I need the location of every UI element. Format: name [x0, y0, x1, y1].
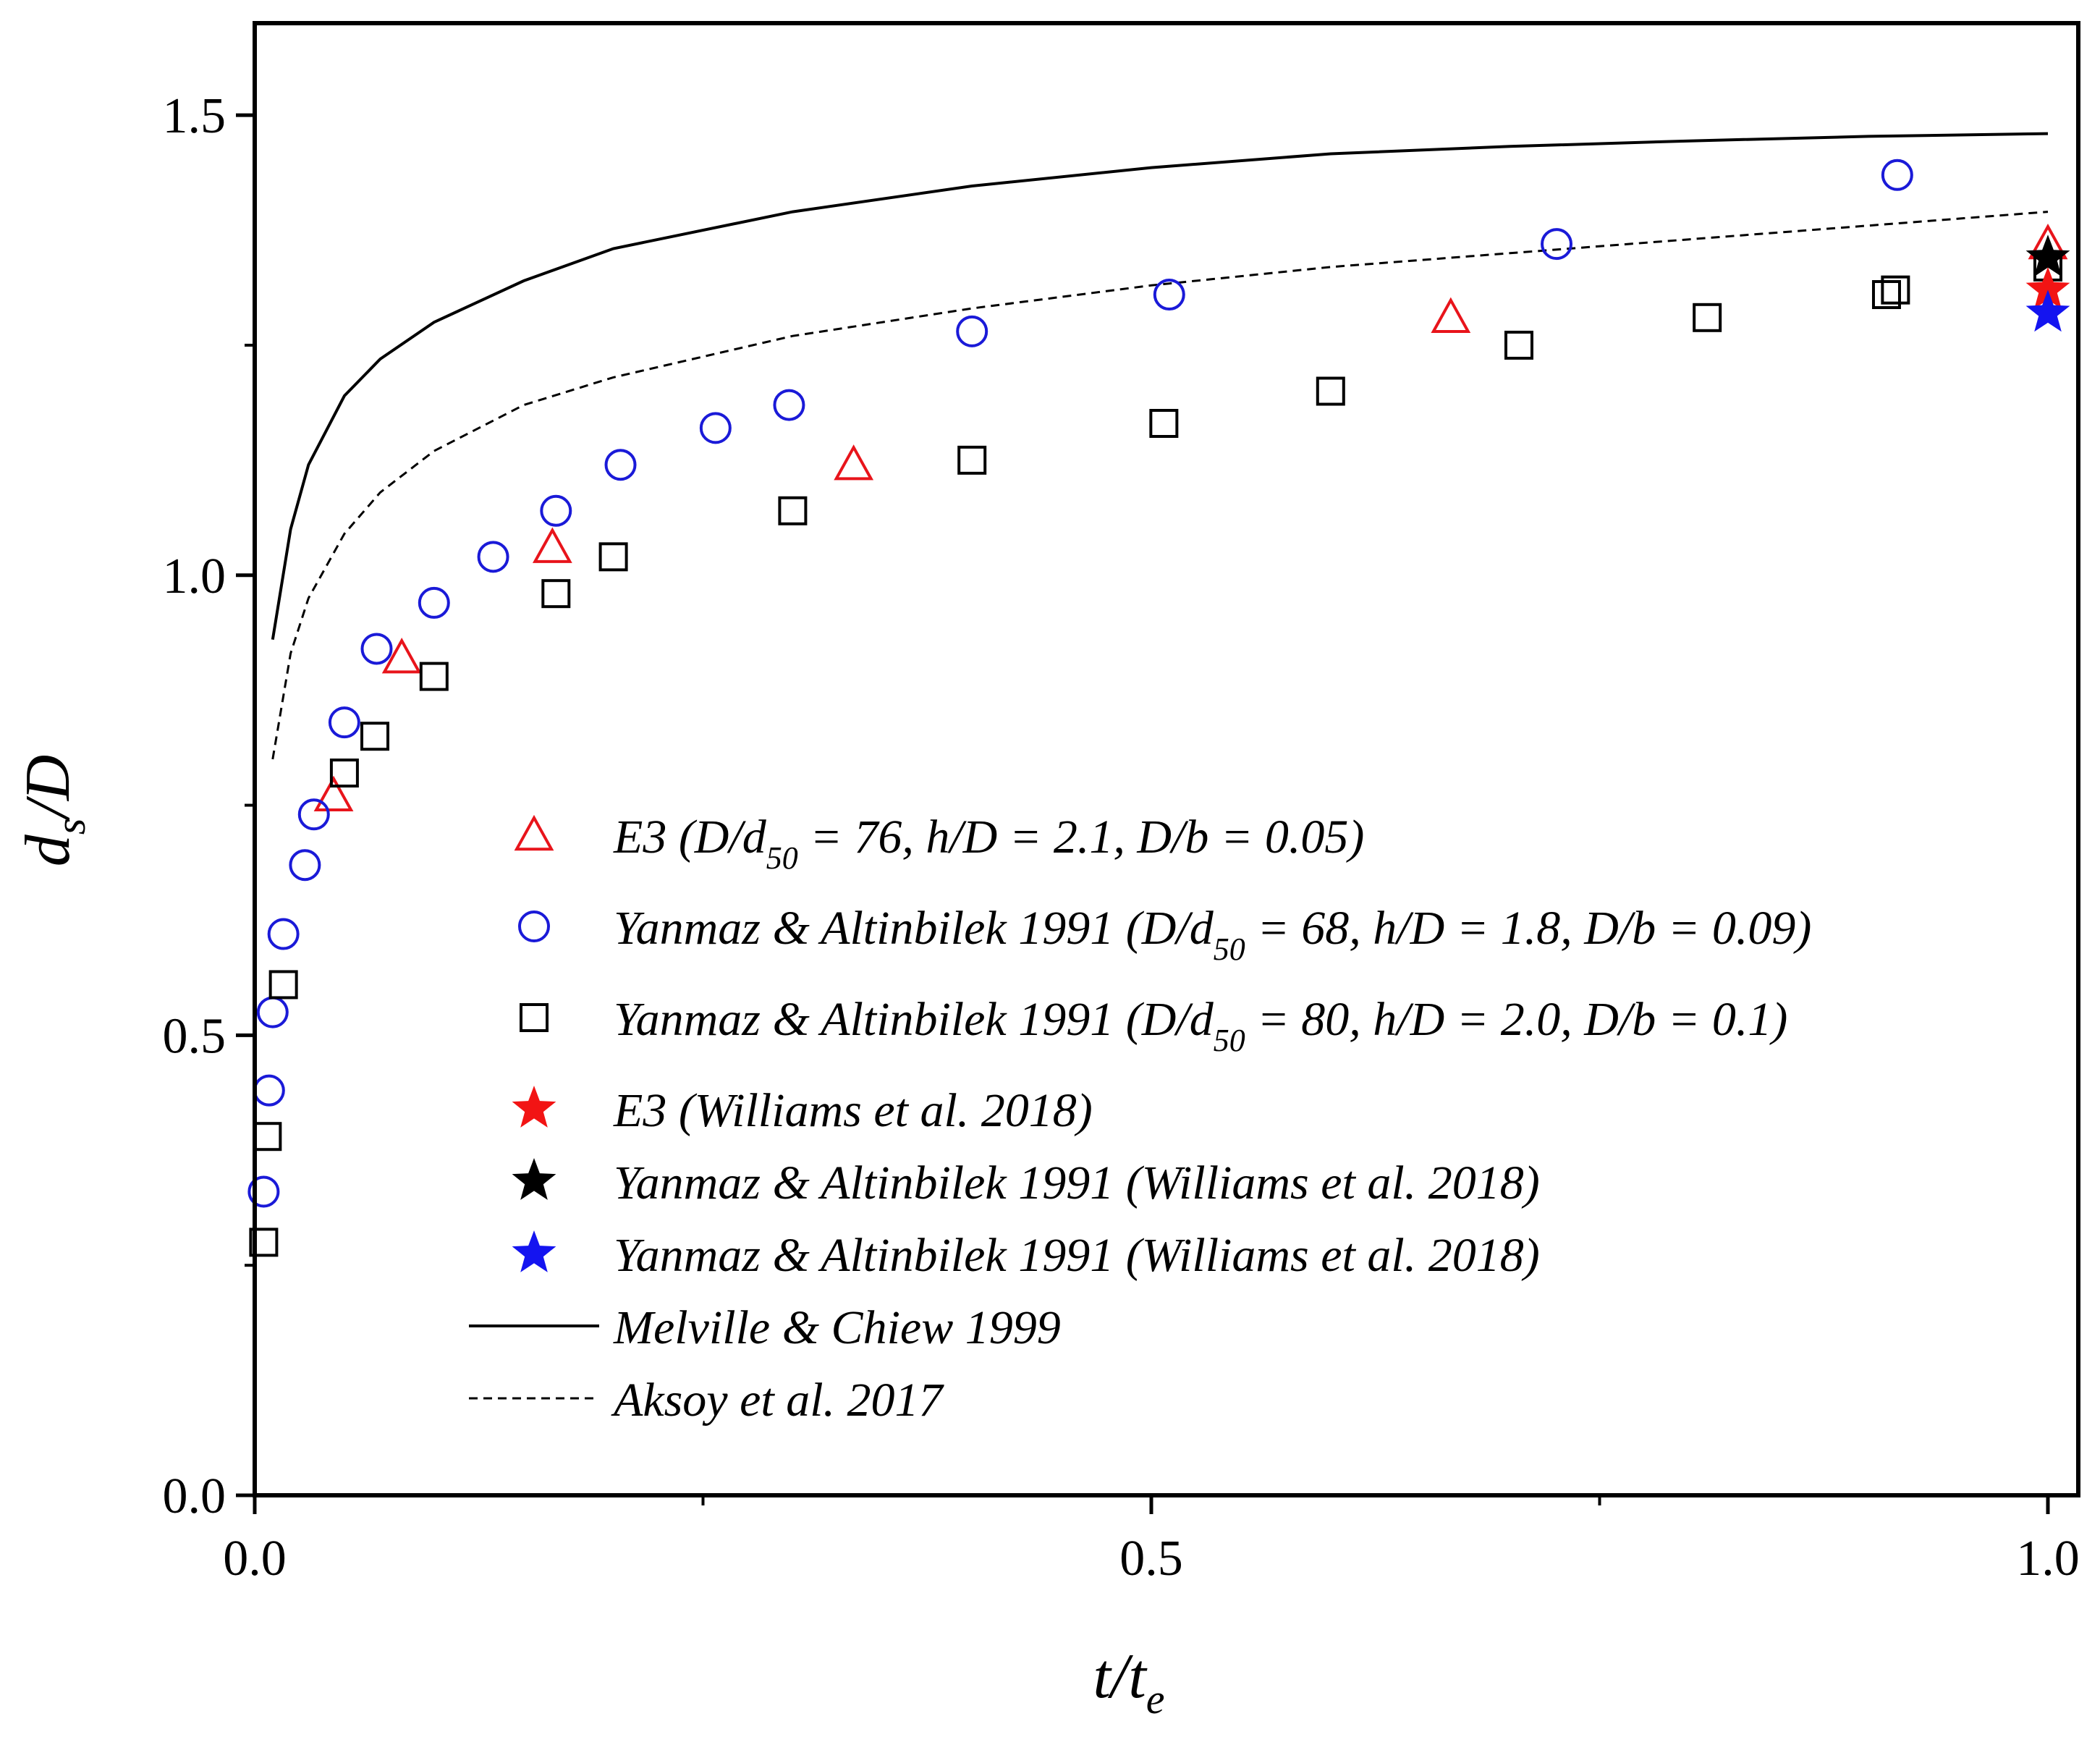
data-point-circle: [956, 315, 988, 347]
data-point-circle: [267, 918, 300, 950]
data-point-circle: [360, 633, 393, 665]
data-point-square: [778, 496, 808, 525]
legend-symbol-star: [512, 1230, 556, 1272]
data-point-circle: [418, 586, 450, 619]
data-points: [247, 159, 2070, 1257]
legend-label: Melville & Chiew 1999: [613, 1301, 1061, 1354]
data-point-square: [249, 1228, 279, 1257]
axes: 0.0 0.5 1.0 0.0 0.5 1.0 1.5: [163, 88, 2080, 1586]
data-point-square: [329, 759, 359, 788]
legend-symbol-circle: [518, 910, 550, 942]
legend-label: Yanmaz & Altinbilek 1991 (Williams et al…: [614, 1229, 1540, 1282]
legend-symbol-square: [520, 1003, 549, 1032]
x-tick-label: 0.0: [223, 1531, 287, 1586]
data-point-circle: [773, 389, 805, 421]
data-point-triangle: [834, 444, 874, 481]
x-tick-label: 1.0: [2016, 1531, 2080, 1586]
data-point-circle: [604, 449, 637, 481]
data-point-circle: [540, 494, 572, 527]
data-point-circle: [289, 849, 321, 882]
data-point-square: [268, 970, 298, 1000]
data-point-circle: [699, 412, 732, 444]
data-point-triangle: [532, 527, 572, 563]
y-tick-label: 0.0: [163, 1469, 226, 1524]
legend-label: Aksoy et al. 2017: [611, 1374, 945, 1427]
legend-label: Yanmaz & Altinbilek 1991 (D/d50 = 68, h/…: [614, 902, 1811, 967]
data-point-circle: [297, 798, 330, 831]
legend-label: Yanmaz & Altinbilek 1991 (Williams et al…: [614, 1157, 1540, 1209]
data-point-circle: [1881, 159, 1913, 191]
legend-symbol-star: [512, 1158, 556, 1200]
x-tick-label: 0.5: [1119, 1531, 1183, 1586]
data-point-square: [1504, 330, 1533, 360]
data-point-square: [1693, 303, 1722, 332]
data-point-square: [1316, 376, 1345, 406]
data-point-star: [2025, 235, 2070, 277]
data-point-square: [598, 542, 628, 572]
legend-label: E3 (D/d50 = 76, h/D = 2.1, D/b = 0.05): [613, 811, 1364, 876]
data-point-circle: [247, 1175, 280, 1208]
legend: E3 (D/d50 = 76, h/D = 2.1, D/b = 0.05) Ya…: [469, 811, 1811, 1427]
series-line: [271, 132, 2049, 641]
legend-symbol-triangle: [514, 814, 554, 851]
data-point-square: [1871, 280, 1901, 310]
y-axis-title: ds/D: [13, 755, 94, 867]
data-point-circle: [1153, 279, 1185, 311]
data-point-triangle: [1431, 297, 1471, 333]
data-point-star: [2025, 266, 2070, 309]
data-point-circle: [328, 706, 360, 739]
data-point-circle: [1541, 228, 1573, 261]
legend-symbol-star: [512, 1086, 556, 1128]
data-point-square: [1149, 408, 1179, 438]
data-point-triangle: [381, 638, 422, 674]
data-point-star: [2025, 290, 2070, 332]
y-tick-label: 0.5: [163, 1008, 226, 1064]
data-point-square: [360, 722, 390, 751]
data-point-square: [957, 445, 987, 475]
data-point-square: [419, 662, 449, 691]
y-tick-label: 1.5: [163, 88, 226, 144]
x-axis-title: t/te: [1093, 1642, 1164, 1723]
legend-label: E3 (Williams et al. 2018): [613, 1084, 1093, 1137]
data-point-square: [541, 579, 571, 609]
model-curves: [271, 132, 2049, 760]
plot-frame: [253, 21, 2080, 1497]
legend-label: Yanmaz & Altinbilek 1991 (D/d50 = 80, h/…: [614, 993, 1787, 1058]
y-tick-label: 1.0: [163, 549, 226, 604]
series-line: [271, 211, 2049, 760]
data-point-triangle: [313, 775, 354, 812]
data-point-square: [1881, 275, 1910, 305]
data-point-circle: [477, 541, 509, 573]
